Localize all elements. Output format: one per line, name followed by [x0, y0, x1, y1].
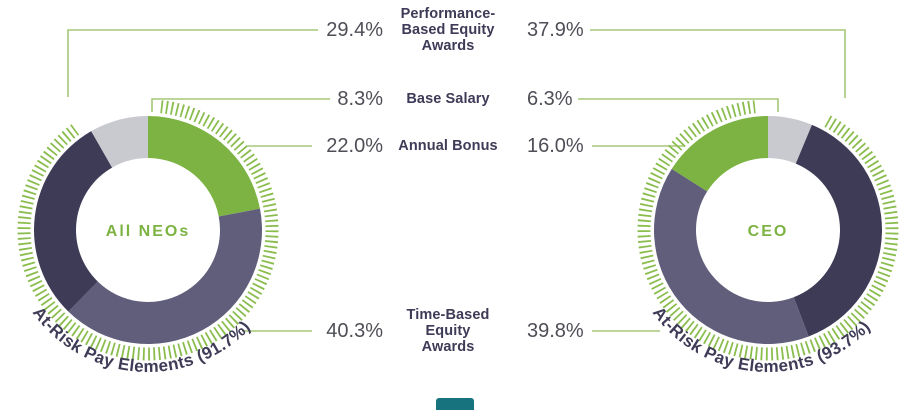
donut-svg-ceo: At-Risk Pay Elements (93.7%)CEO	[637, 100, 899, 376]
value-all-neos-time-based-equity: 40.3%	[326, 319, 383, 342]
donut-segment-time-based-equity-awards	[654, 168, 809, 344]
donut-svg-all-neos: At-Risk Pay Elements (91.7%)All NEOs	[17, 100, 279, 376]
legend-row-time-based-equity: 40.3% Time-Based Equity Awards 39.8%	[297, 305, 611, 357]
label-time-based-equity: Time-Based Equity Awards	[406, 306, 490, 356]
at-risk-hatch-arc	[17, 100, 279, 361]
donut-segment-time-based-equity-awards	[68, 208, 262, 344]
label-performance-equity: Performance- Based Equity Awards	[400, 5, 496, 55]
donut-segment-base-salary	[91, 116, 148, 168]
donut-chart-all-neos: At-Risk Pay Elements (91.7%) All NEOs	[0, 70, 308, 390]
page-decoration	[436, 398, 474, 410]
donut-segment-performance-based-equity-awards	[33, 131, 113, 312]
label-base-salary: Base Salary	[406, 90, 490, 107]
donut-center-title: CEO	[748, 223, 789, 240]
value-ceo-performance-equity: 37.9%	[527, 18, 584, 41]
donut-chart-ceo: At-Risk Pay Elements (93.7%) CEO	[608, 70, 916, 390]
legend-row-annual-bonus: 22.0% Annual Bonus 16.0%	[297, 133, 611, 159]
label-annual-bonus: Annual Bonus	[398, 137, 498, 154]
donut-segment-performance-based-equity-awards	[793, 124, 882, 337]
value-ceo-time-based-equity: 39.8%	[527, 319, 584, 342]
donut-center-title: All NEOs	[106, 223, 190, 240]
value-all-neos-annual-bonus: 22.0%	[326, 134, 383, 157]
value-ceo-annual-bonus: 16.0%	[527, 134, 584, 157]
legend-row-performance-equity: 29.4% Performance- Based Equity Awards 3…	[297, 4, 611, 56]
donut-segment-annual-bonus	[148, 116, 260, 217]
donut-segment-base-salary	[768, 116, 812, 164]
value-ceo-base-salary: 6.3%	[527, 87, 573, 110]
donut-segment-annual-bonus	[671, 116, 768, 192]
value-all-neos-performance-equity: 29.4%	[326, 18, 383, 41]
value-all-neos-base-salary: 8.3%	[337, 87, 383, 110]
legend-row-base-salary: 8.3% Base Salary 6.3%	[297, 86, 611, 112]
